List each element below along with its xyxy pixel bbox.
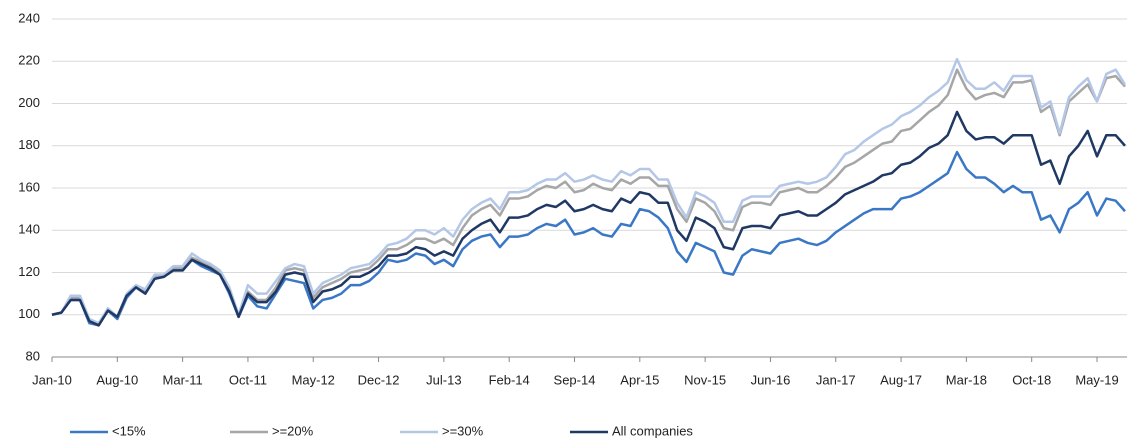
x-tick-label: Aug-17 xyxy=(880,372,922,387)
y-tick-label: 180 xyxy=(18,137,40,152)
y-tick-label: 100 xyxy=(18,306,40,321)
legend-label: >=20% xyxy=(272,423,314,438)
x-tick-label: Jul-13 xyxy=(426,372,461,387)
legend-label: All companies xyxy=(612,423,693,438)
x-tick-label: May-12 xyxy=(292,372,335,387)
x-tick-label: Oct-18 xyxy=(1012,372,1051,387)
x-tick-label: Feb-14 xyxy=(489,372,530,387)
y-tick-label: 120 xyxy=(18,264,40,279)
y-tick-label: 140 xyxy=(18,222,40,237)
x-tick-label: Jan-10 xyxy=(32,372,72,387)
x-tick-label: Jun-16 xyxy=(751,372,791,387)
x-tick-label: Dec-12 xyxy=(358,372,400,387)
x-tick-label: Sep-14 xyxy=(554,372,596,387)
x-tick-label: Mar-18 xyxy=(946,372,987,387)
series-line xyxy=(51,110,1126,327)
series-line xyxy=(51,68,1126,327)
legend-label: >=30% xyxy=(442,423,484,438)
series-line xyxy=(51,57,1127,325)
x-tick-label: Apr-15 xyxy=(620,372,659,387)
x-tick-label: Mar-11 xyxy=(163,372,203,387)
x-tick-label: Nov-15 xyxy=(684,372,726,387)
y-tick-label: 240 xyxy=(18,10,40,25)
x-tick-label: Oct-11 xyxy=(229,372,267,387)
y-tick-label: 200 xyxy=(18,95,40,110)
x-tick-label: Aug-10 xyxy=(96,372,138,387)
x-tick-label: May-19 xyxy=(1075,372,1118,387)
y-tick-label: 160 xyxy=(18,179,40,194)
y-tick-label: 80 xyxy=(26,348,40,363)
legend-label: <15% xyxy=(112,423,146,438)
y-tick-label: 220 xyxy=(18,53,40,68)
x-tick-label: Jan-17 xyxy=(816,372,856,387)
